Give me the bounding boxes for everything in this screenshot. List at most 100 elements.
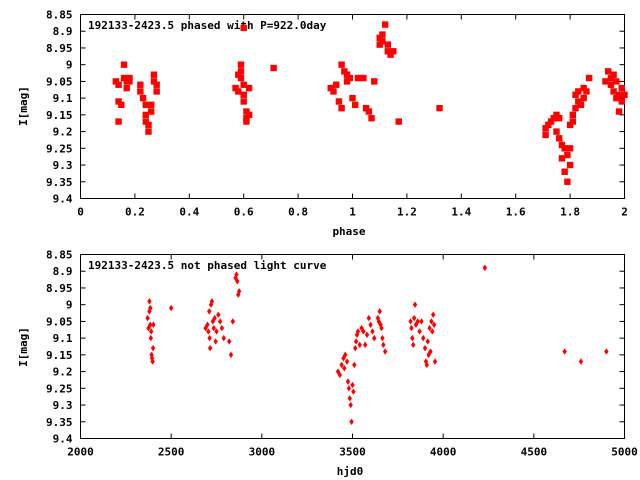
unphased-data-point [150, 344, 156, 352]
unphased-data-point [425, 338, 430, 345]
unphased-axis-ticks: 2000 2500 3000 3500 4000 4500 5000 8.85 8.9 8.95 9… [46, 249, 638, 459]
unphased-x-tick-label: 4000 [430, 446, 457, 459]
phased-data-point [237, 61, 245, 68]
phased-data-point [150, 78, 158, 85]
unphased-data-point [348, 401, 353, 409]
unphased-data-point [339, 361, 344, 369]
unphased-data-point [372, 334, 377, 342]
phased-data-point [330, 88, 337, 95]
unphased-data-point [408, 318, 413, 325]
phased-data-point [115, 98, 122, 105]
unphased-light-curve-panel: 192133-2423.5 not phased light curve hjd… [17, 249, 638, 479]
phased-y-axis-label: I[mag] [17, 86, 30, 126]
unphased-y-tick-label: 9.05 [46, 315, 73, 328]
phased-data-point [115, 81, 122, 88]
phased-x-tick-label: 1 [349, 206, 356, 219]
unphased-data-point [370, 328, 375, 335]
phased-x-tick-label: 1.2 [397, 206, 417, 219]
phased-data-point [607, 81, 615, 88]
phased-data-point [237, 74, 245, 82]
phased-data-point [575, 88, 582, 95]
phased-data-point [240, 24, 247, 32]
unphased-data-point [226, 338, 232, 345]
unphased-data-point [208, 301, 214, 308]
unphased-y-tick-label: 8.85 [46, 249, 73, 262]
phased-data-point [115, 118, 122, 125]
phased-data-point [566, 121, 574, 129]
unphased-data-point [379, 324, 384, 332]
phased-y-tick-label: 9.05 [46, 75, 73, 88]
phased-data-point [550, 115, 557, 122]
unphased-data-point [352, 361, 357, 369]
phased-axis-ticks: 0 0.2 0.4 0.6 0.8 1 1.2 1.4 1.6 1.8 2 8.85 8.9 8.95 9 9… [46, 9, 628, 219]
unphased-data-point [429, 318, 434, 325]
unphased-data-point [427, 324, 432, 332]
phased-data-point [566, 145, 574, 152]
unphased-data-point [207, 334, 212, 342]
phased-data-point [360, 74, 367, 82]
phased-data-point [381, 21, 389, 28]
phased-y-tick-label: 9.15 [46, 109, 73, 122]
unphased-y-tick-label: 9.25 [46, 382, 73, 395]
unphased-y-tick-label: 9.3 [53, 399, 73, 412]
phased-data-point [148, 108, 155, 115]
unphased-x-tick-label: 3500 [339, 446, 366, 459]
phased-data-point [580, 84, 587, 92]
unphased-data-point [357, 341, 362, 349]
phased-data-point [142, 111, 149, 119]
phased-data-point [607, 74, 615, 82]
phased-data-point [572, 104, 579, 112]
phased-y-tick-label: 8.9 [53, 25, 73, 38]
unphased-data-point [234, 271, 239, 278]
unphased-data-point [236, 288, 242, 295]
phased-data-point [561, 168, 568, 175]
phased-data-point [610, 88, 617, 95]
phased-data-point [137, 81, 144, 88]
phased-data-point [120, 74, 128, 82]
phased-data-point [240, 81, 247, 88]
phased-data-point [362, 104, 370, 112]
unphased-y-tick-label: 9.15 [46, 349, 73, 362]
unphased-x-tick-label: 5000 [611, 446, 638, 459]
unphased-data-point [230, 318, 236, 325]
phased-y-tick-label: 9.25 [46, 142, 73, 155]
unphased-data-point [206, 328, 211, 335]
phased-y-tick-label: 9.4 [53, 193, 73, 206]
phased-data-point [564, 178, 571, 185]
phased-data-point [569, 118, 577, 125]
unphased-data-point [219, 324, 225, 332]
phased-data-point [580, 94, 587, 102]
phased-data-point [335, 98, 343, 105]
unphased-data-point [417, 328, 422, 335]
phased-data-point [145, 121, 152, 129]
unphased-data-point [355, 328, 361, 335]
phased-data-point [153, 81, 160, 88]
phased-data-point [112, 78, 120, 85]
phased-data-point [352, 101, 359, 109]
phased-data-point [390, 48, 397, 55]
unphased-data-point [424, 361, 430, 369]
unphased-data-point [422, 344, 428, 352]
phased-data-point [126, 78, 133, 85]
unphased-data-point [217, 318, 223, 325]
unphased-data-point [353, 344, 358, 352]
unphased-data-point [482, 264, 488, 272]
unphased-data-point [350, 381, 355, 389]
phased-data-point [376, 34, 383, 42]
unphased-data-point [382, 348, 388, 355]
unphased-x-tick-label: 2000 [67, 446, 94, 459]
unphased-data-point [205, 321, 210, 328]
phased-data-points [112, 21, 628, 185]
phased-data-point [349, 94, 356, 102]
unphased-data-point [345, 378, 351, 385]
phased-data-point [615, 91, 623, 98]
unphased-data-point [381, 341, 386, 349]
phased-x-axis-label: phase [332, 225, 365, 238]
unphased-x-tick-label: 3000 [249, 446, 276, 459]
unphased-y-tick-label: 9.1 [53, 332, 73, 345]
unphased-data-point [207, 308, 212, 315]
unphased-data-point [411, 341, 416, 349]
phased-data-point [327, 84, 334, 92]
unphased-data-point [168, 304, 174, 312]
